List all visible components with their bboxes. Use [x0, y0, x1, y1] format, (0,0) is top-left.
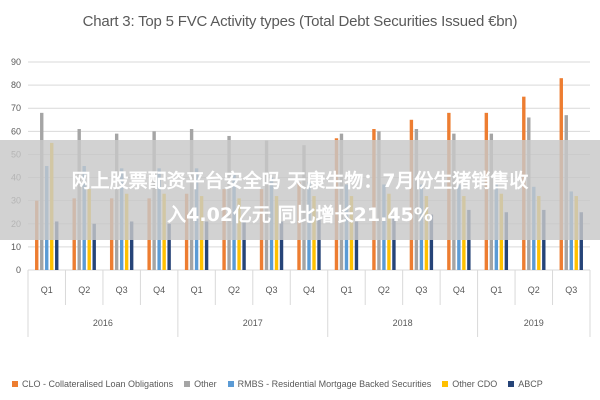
overlay-headline-line1: 网上股票配资平台安全吗 天康生物：7月份生猪销售收 [71, 170, 529, 192]
y-tick-label: 70 [11, 103, 21, 113]
legend-item: ABCP [508, 379, 543, 389]
legend-swatch [184, 381, 191, 387]
bar [55, 221, 59, 270]
legend-label: Other [194, 379, 217, 389]
x-tick-label: Q3 [565, 285, 577, 295]
bar [204, 221, 209, 270]
legend-label: RMBS - Residential Mortgage Backed Secur… [237, 379, 432, 389]
x-tick-label: Q1 [340, 285, 352, 295]
bar [392, 216, 396, 270]
x-tick-label: Q3 [116, 285, 128, 295]
group-label: 2019 [524, 318, 544, 328]
y-tick-label: 80 [11, 80, 21, 90]
legend-label: CLO - Collateralised Loan Obligations [22, 379, 174, 389]
legend-swatch [227, 381, 234, 387]
x-tick-label: Q1 [191, 285, 203, 295]
bar [429, 214, 434, 270]
chart-legend: CLO - Collateralised Loan Obligations Oth… [12, 375, 600, 393]
bar [279, 221, 284, 270]
x-tick-label: Q1 [41, 285, 53, 295]
x-tick-label: Q3 [266, 285, 278, 295]
group-label: 2018 [393, 318, 413, 328]
overlay-headline-line2: 入4.02亿元 同比增长21.45% [167, 204, 433, 226]
bar [92, 223, 96, 270]
legend-swatch [508, 381, 515, 387]
y-tick-label: 90 [11, 57, 21, 67]
group-label: 2016 [93, 318, 113, 328]
legend-label: ABCP [518, 379, 543, 389]
legend-item: Other [184, 379, 217, 389]
legend-item: Other CDO [442, 379, 497, 389]
bar [354, 221, 359, 270]
legend-swatch [12, 381, 18, 387]
bar [317, 219, 321, 270]
y-tick-label: 0 [16, 265, 21, 275]
legend-swatch [442, 381, 449, 387]
x-tick-label: Q4 [303, 285, 315, 295]
legend-item: RMBS - Residential Mortgage Backed Secur… [227, 379, 432, 389]
x-tick-label: Q2 [78, 285, 90, 295]
bar [504, 212, 509, 270]
chart-title: Chart 3: Top 5 FVC Activity types (Total… [82, 13, 518, 30]
x-tick-label: Q3 [415, 285, 427, 295]
legend-item: CLO - Collateralised Loan Obligations [12, 379, 173, 389]
overlay-banner [0, 140, 600, 240]
x-tick-label: Q4 [453, 285, 465, 295]
bar [167, 223, 171, 270]
legend-label: Other CDO [452, 379, 498, 389]
x-tick-label: Q2 [228, 285, 240, 295]
x-tick-label: Q1 [490, 285, 502, 295]
bar [129, 221, 134, 270]
bar [579, 212, 583, 270]
x-tick-label: Q2 [378, 285, 390, 295]
x-tick-label: Q2 [528, 285, 540, 295]
bar [242, 221, 246, 270]
group-label: 2017 [243, 318, 263, 328]
overlay-headline: 网上股票配资平台安全吗 天康生物：7月份生猪销售收 入4.02亿元 同比增长21… [0, 164, 600, 232]
y-tick-label: 60 [11, 126, 21, 136]
y-tick-label: 10 [11, 242, 21, 252]
x-tick-label: Q4 [153, 285, 165, 295]
